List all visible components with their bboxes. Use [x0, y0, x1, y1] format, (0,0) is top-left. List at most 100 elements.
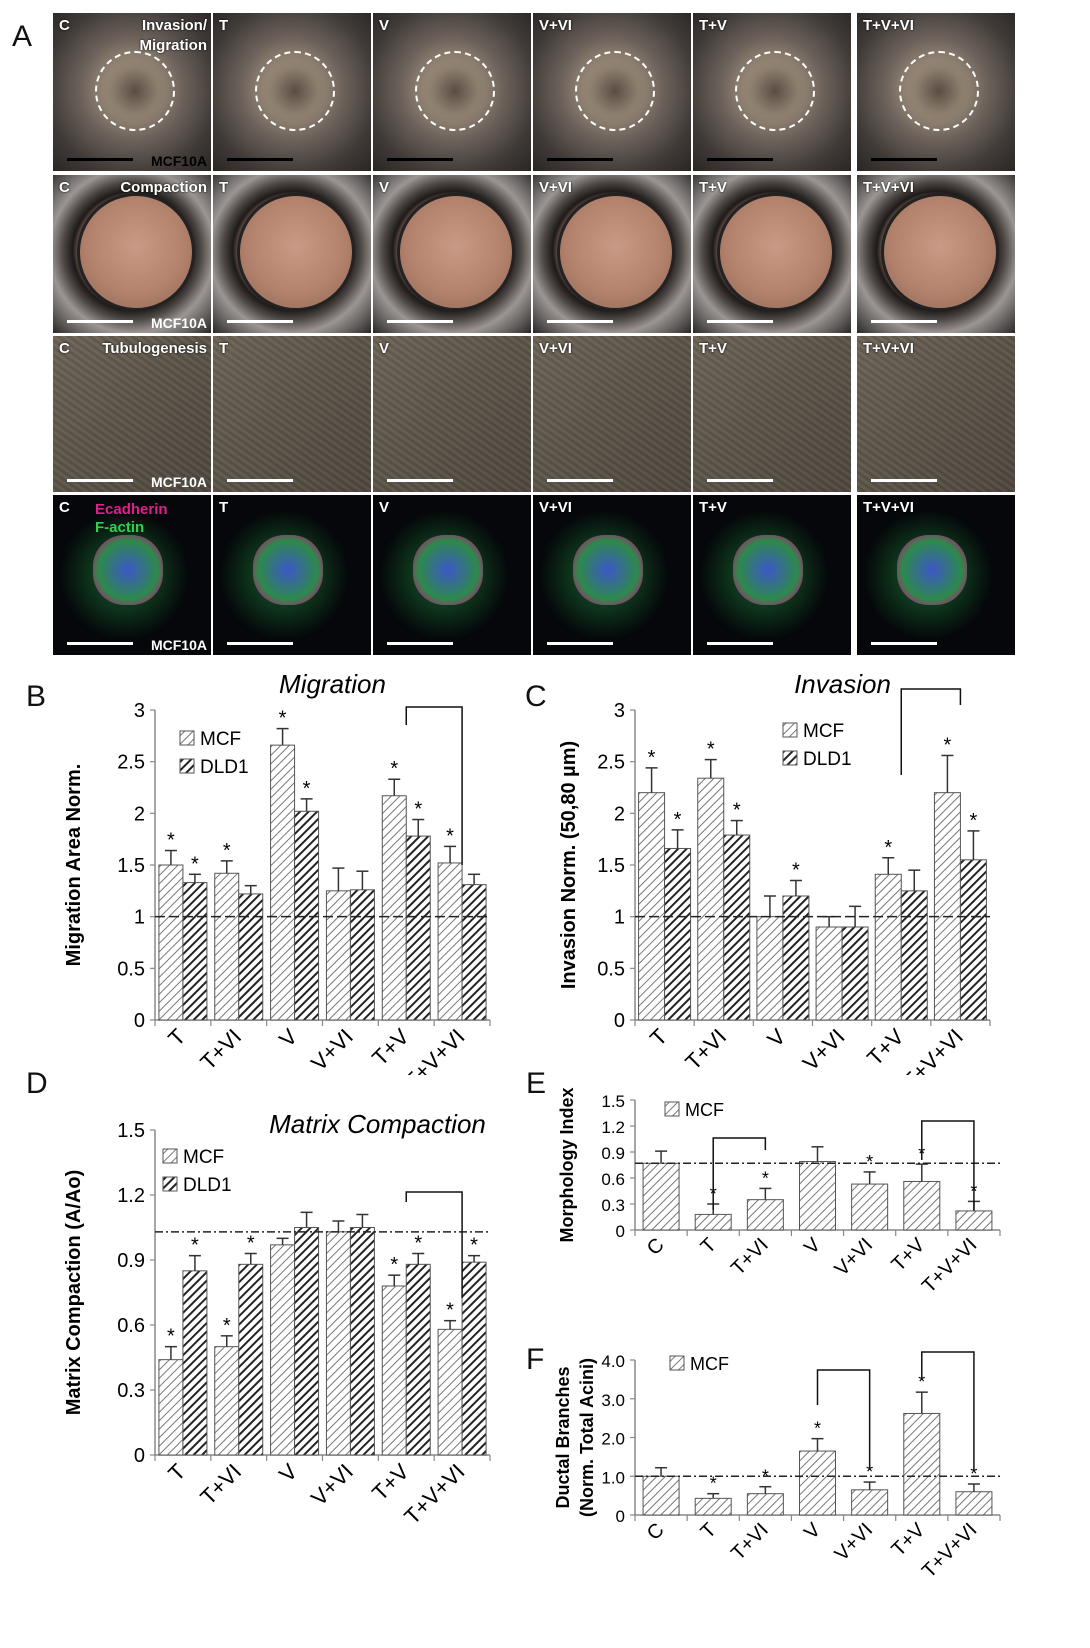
- y-axis-label-line: Morphology Index: [557, 1088, 577, 1243]
- y-tick-label: 0: [614, 1010, 625, 1032]
- comparison-bracket: [405, 706, 463, 865]
- bar-dld1: [182, 1270, 208, 1456]
- column-label: T+V+VI: [863, 340, 914, 357]
- x-category-label: C: [643, 1519, 669, 1545]
- stained-cells: [93, 535, 163, 605]
- x-category-label: T+V+VI: [898, 1024, 968, 1075]
- legend-label: DLD1: [803, 749, 852, 770]
- x-category-label: T+V: [367, 1459, 414, 1506]
- legend-label: MCF: [803, 721, 844, 742]
- y-tick-label: 2.0: [601, 1430, 625, 1449]
- cell-cluster: [255, 51, 335, 131]
- significance-star: *: [470, 1235, 478, 1257]
- micrograph-fluorescence-t-v: T+V: [693, 495, 851, 655]
- x-category-label: T+V+VI: [918, 1519, 982, 1583]
- x-category-label: V: [762, 1024, 790, 1052]
- migration-chart: Migration 0 0.5 1 1.5 2 2.5 3 Migration Area Nor…: [63, 669, 491, 1075]
- bar-mcf: [697, 777, 725, 1021]
- significance-star: *: [866, 1152, 873, 1172]
- cell-line-label: MCF10A: [150, 315, 207, 331]
- cell-line-label: MCF10A: [150, 637, 207, 653]
- y-axis-label-line: Matrix Compaction (A/Ao): [63, 1170, 85, 1416]
- significance-star: *: [446, 1300, 454, 1322]
- x-category-label: T: [697, 1519, 721, 1543]
- y-tick-label: 1.5: [117, 1120, 145, 1142]
- micrograph-brightfield-t-v: T+V: [693, 13, 851, 171]
- morphology-index-chart: 0 0.3 0.6 0.9 1.2 1.5 Morphology Index C * T * T+VI…: [557, 1088, 1001, 1297]
- bar-mcf: [214, 1346, 240, 1456]
- bar-dld1: [782, 895, 810, 1021]
- bar-dld1: [664, 847, 692, 1021]
- bar-dld1: [841, 926, 869, 1021]
- comparison-bracket: [921, 1120, 975, 1210]
- y-tick-label: 1.2: [117, 1185, 145, 1207]
- column-label: T: [219, 499, 229, 516]
- x-category-label: T: [163, 1459, 190, 1486]
- panel-letter-b: B: [26, 680, 47, 713]
- bar-dld1: [238, 1263, 264, 1456]
- scale-bar: [547, 642, 613, 645]
- micrograph-well-t-v: T+V: [693, 175, 851, 333]
- legend: MCF: [664, 1100, 724, 1120]
- column-label: V+VI: [539, 17, 572, 34]
- gel-disc: [77, 193, 195, 311]
- legend-label: DLD1: [200, 757, 249, 778]
- invasion-chart: Invasion 0 0.5 1 1.5 2 2.5 3 Invasion Norm. (50,…: [558, 669, 991, 1075]
- micrograph-brightfield-t-v-vi: T+V+VI: [857, 13, 1015, 171]
- scale-bar: [707, 320, 773, 323]
- micrograph-dic-t-v-vi: T+V+VI: [857, 336, 1015, 492]
- column-label: V+VI: [539, 499, 572, 516]
- micrograph-fluorescence-c: C Ecadherin F-actin MCF10A: [53, 495, 211, 655]
- y-tick-label: 0.5: [597, 958, 625, 980]
- scale-bar: [871, 158, 937, 161]
- y-tick-label: 0.5: [117, 958, 145, 980]
- significance-star: *: [707, 739, 715, 761]
- significance-star: *: [674, 809, 682, 831]
- significance-star: *: [733, 800, 741, 822]
- micrograph-well-t-v-vi: T+V+VI: [857, 175, 1015, 333]
- scale-bar: [387, 320, 453, 323]
- scale-bar: [871, 642, 937, 645]
- micrograph-fluorescence-v-vi: V+VI: [533, 495, 691, 655]
- panel-letter-c: C: [525, 680, 547, 713]
- gel-disc: [881, 193, 999, 311]
- cell-line-label: MCF10A: [150, 153, 207, 169]
- bar-mcf: [325, 890, 351, 1021]
- bar-dld1: [900, 890, 928, 1021]
- bar-dld1: [349, 889, 375, 1021]
- y-tick-label: 2: [614, 803, 625, 825]
- legend-label: MCF: [690, 1354, 729, 1374]
- x-category-label: V+VI: [831, 1519, 878, 1566]
- y-tick-label: 0.9: [601, 1144, 625, 1163]
- scale-bar: [67, 479, 133, 482]
- x-category-label: V+VI: [831, 1234, 878, 1281]
- cell-cluster: [735, 51, 815, 131]
- bar-mcf: [270, 744, 296, 1021]
- comparison-bracket: [900, 688, 962, 775]
- legend-swatch: [669, 1355, 685, 1371]
- x-category-label: V+VI: [306, 1024, 358, 1075]
- scale-bar: [547, 479, 613, 482]
- bar-mcf: [214, 872, 240, 1021]
- significance-star: *: [710, 1474, 717, 1494]
- cell-line-label: MCF10A: [150, 474, 207, 490]
- column-label: T+V: [699, 17, 727, 34]
- bar-dld1: [461, 1261, 487, 1456]
- micrograph-fluorescence-v: V: [373, 495, 531, 655]
- legend-label: MCF: [685, 1100, 724, 1120]
- micrograph-dic-v: V: [373, 336, 531, 492]
- bar-dld1: [294, 810, 320, 1021]
- significance-star: *: [247, 1233, 255, 1255]
- significance-star: *: [762, 1168, 769, 1188]
- micrograph-dic-t-v: T+V: [693, 336, 851, 492]
- bar-mcf: [851, 1183, 889, 1231]
- column-label: T: [219, 340, 229, 357]
- column-label: T+V+VI: [863, 17, 914, 34]
- micrograph-dic-t: T: [213, 336, 371, 492]
- micrograph-dic-c: C Tubulogenesis MCF10A: [53, 336, 211, 492]
- bar-mcf: [638, 792, 666, 1021]
- stain-label-factin: F-actin: [95, 519, 145, 536]
- bar-mcf: [851, 1489, 889, 1516]
- legend-swatch: [782, 750, 798, 766]
- bar-mcf: [799, 1450, 836, 1516]
